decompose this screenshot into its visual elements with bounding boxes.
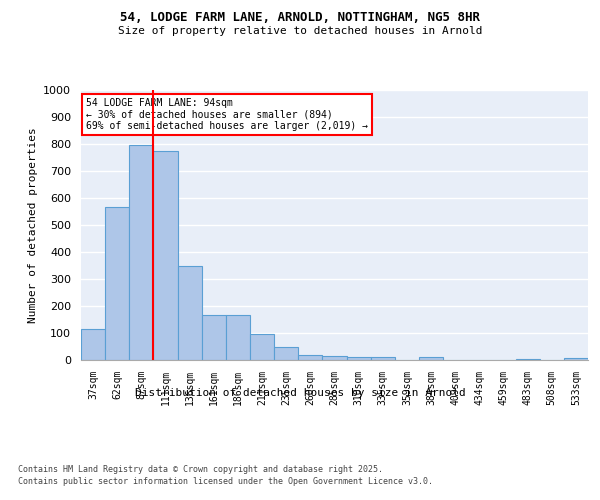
- Bar: [250, 334, 274, 360]
- Text: Contains public sector information licensed under the Open Government Licence v3: Contains public sector information licen…: [18, 476, 433, 486]
- Bar: [515, 358, 540, 360]
- Bar: [371, 357, 395, 360]
- Bar: [419, 358, 443, 360]
- Text: 54 LODGE FARM LANE: 94sqm
← 30% of detached houses are smaller (894)
69% of semi: 54 LODGE FARM LANE: 94sqm ← 30% of detac…: [86, 98, 368, 132]
- Bar: [564, 358, 588, 360]
- Y-axis label: Number of detached properties: Number of detached properties: [28, 127, 38, 323]
- Bar: [298, 355, 322, 360]
- Text: 54, LODGE FARM LANE, ARNOLD, NOTTINGHAM, NG5 8HR: 54, LODGE FARM LANE, ARNOLD, NOTTINGHAM,…: [120, 11, 480, 24]
- Bar: [81, 330, 105, 360]
- Text: Size of property relative to detached houses in Arnold: Size of property relative to detached ho…: [118, 26, 482, 36]
- Bar: [129, 146, 154, 360]
- Bar: [154, 150, 178, 360]
- Bar: [347, 357, 371, 360]
- Text: Contains HM Land Registry data © Crown copyright and database right 2025.: Contains HM Land Registry data © Crown c…: [18, 466, 383, 474]
- Bar: [322, 356, 347, 360]
- Bar: [202, 314, 226, 360]
- Bar: [274, 346, 298, 360]
- Bar: [226, 314, 250, 360]
- Bar: [105, 208, 129, 360]
- Bar: [178, 266, 202, 360]
- Text: Distribution of detached houses by size in Arnold: Distribution of detached houses by size …: [134, 388, 466, 398]
